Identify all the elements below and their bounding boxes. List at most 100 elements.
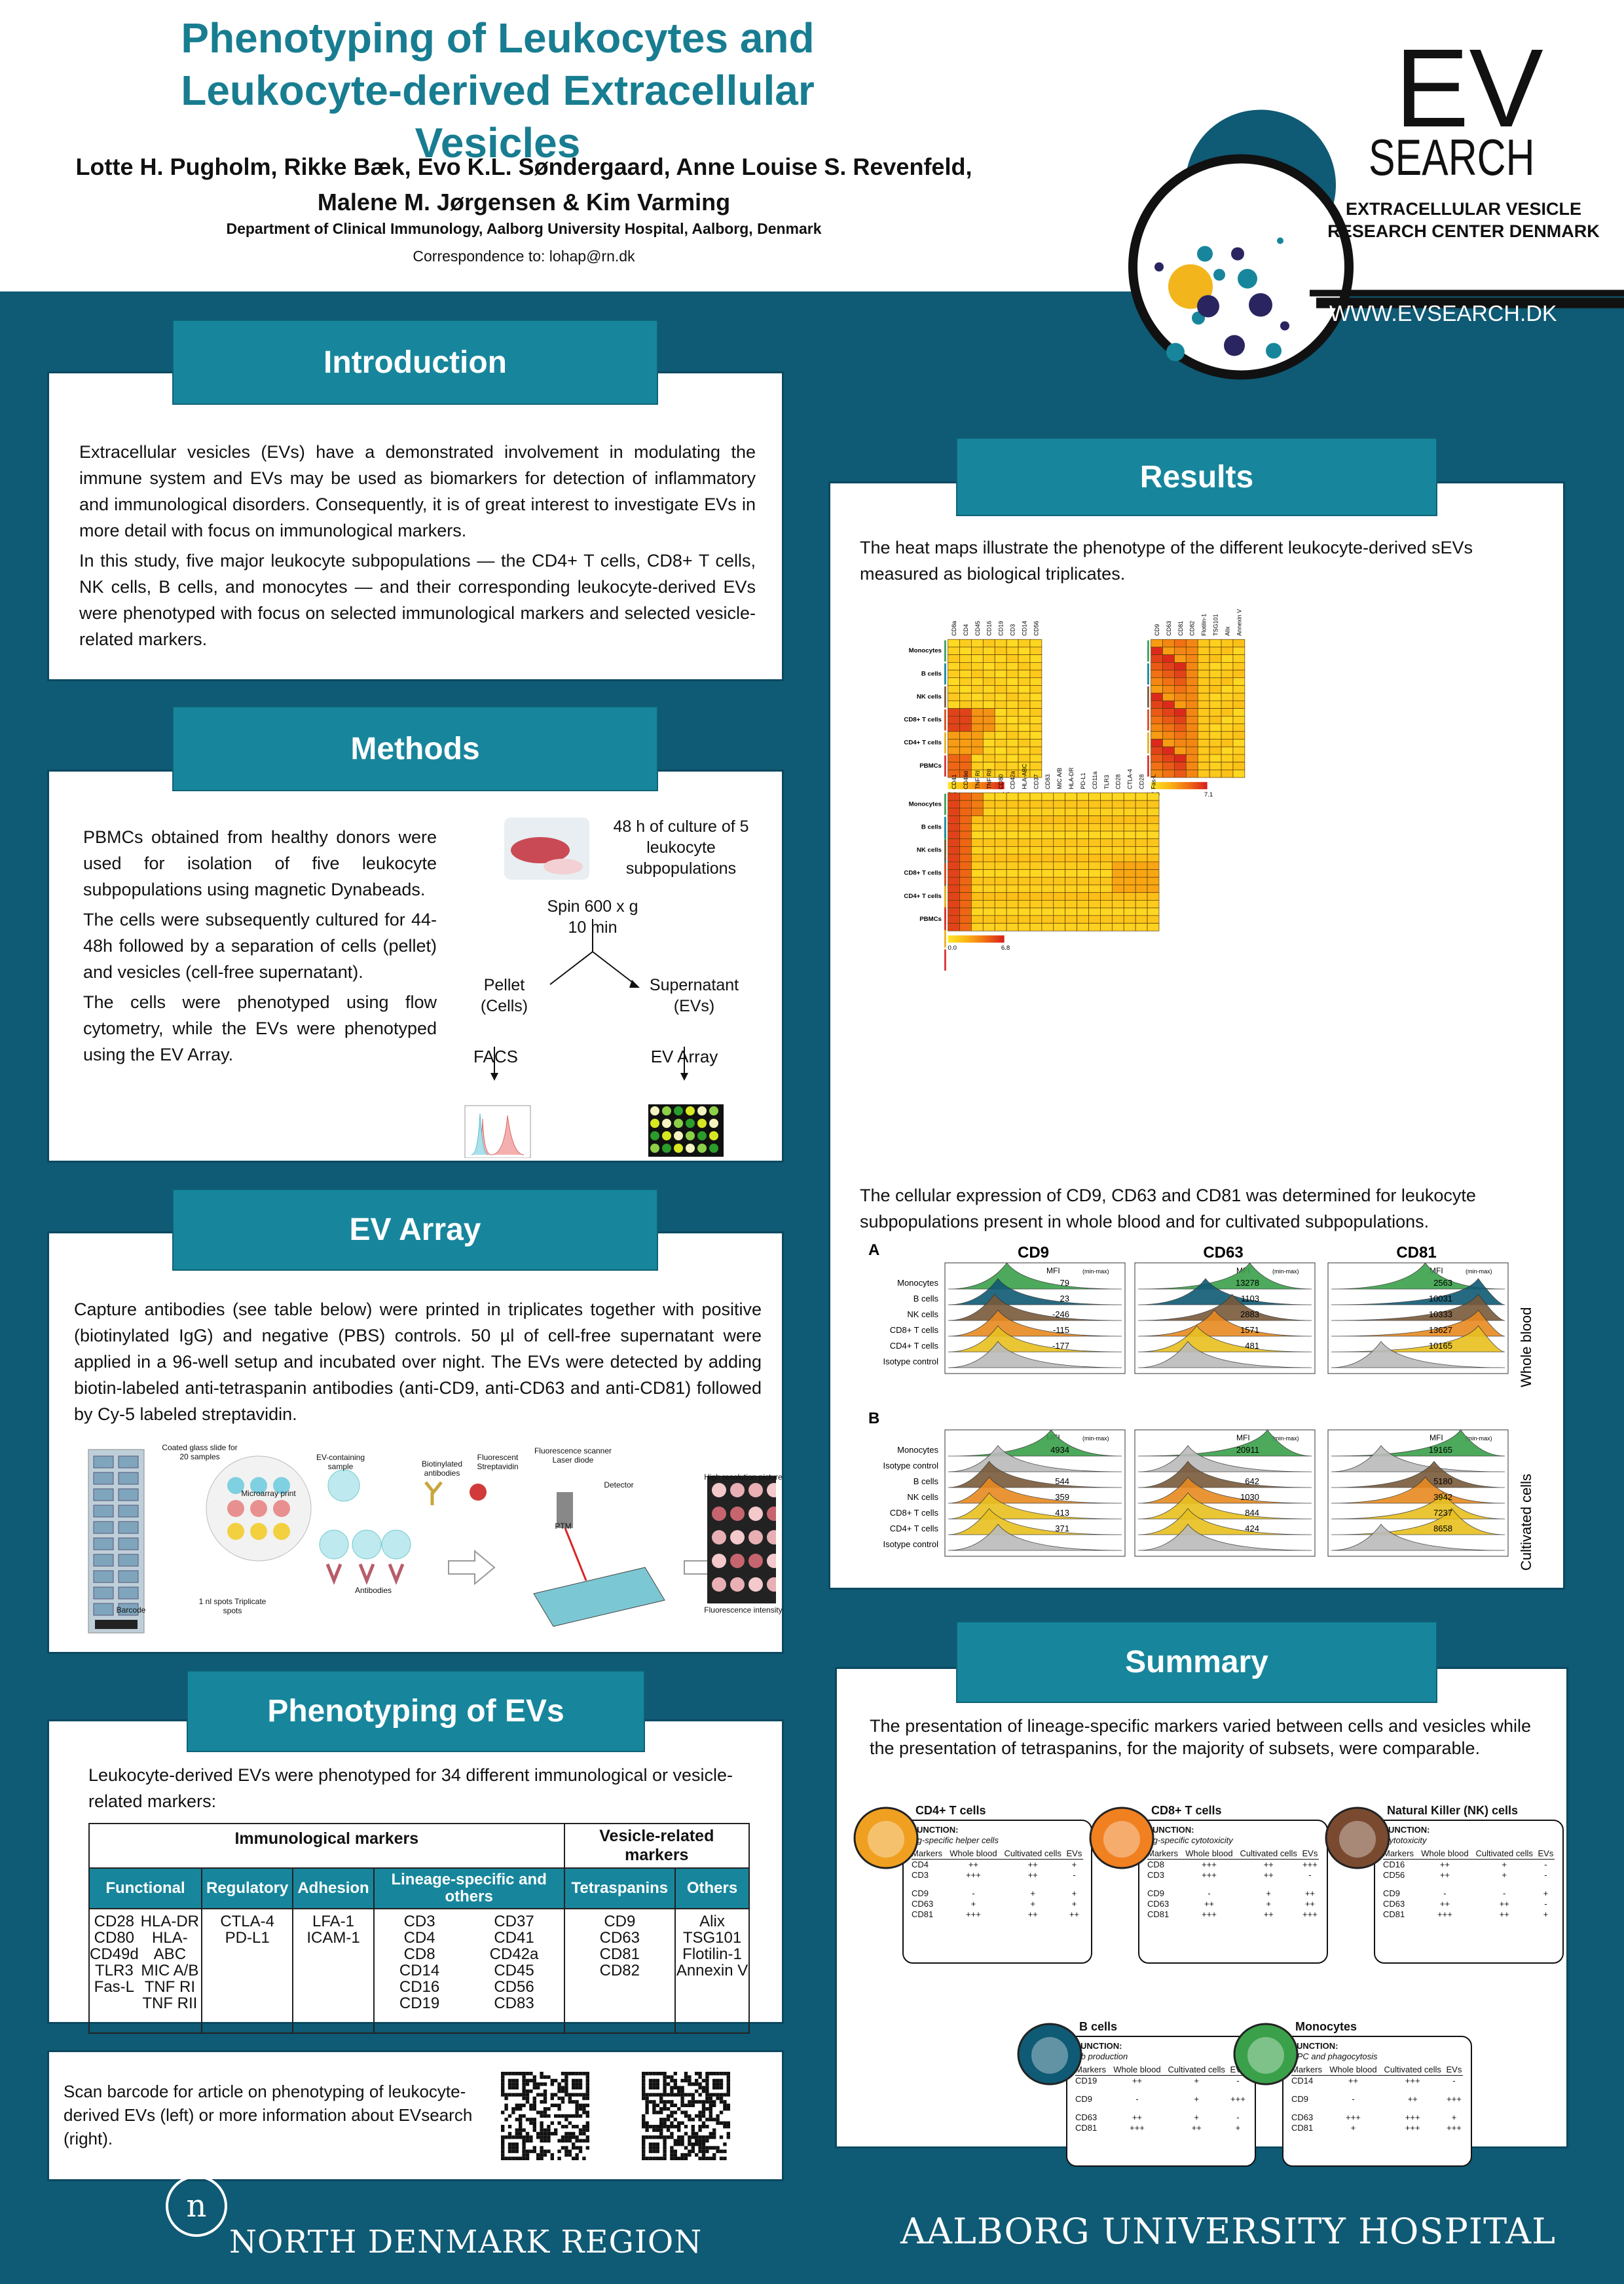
heatmap-cell: [1135, 900, 1148, 908]
heatmap-cell: [994, 923, 1007, 931]
heatmap-cell: [1053, 900, 1066, 908]
heatmap-cell: [1041, 831, 1054, 840]
flow-marker-header: CD9: [1018, 1244, 1049, 1262]
qr-module: [705, 2086, 709, 2089]
qr-module: [522, 2139, 526, 2143]
cell-icon: [1089, 1807, 1154, 1869]
heatmap-cell: [1029, 838, 1043, 847]
heatmap-cell: [1018, 700, 1031, 709]
qr-module: [501, 2110, 505, 2114]
array-dot: [662, 1106, 671, 1115]
heatmap-cell: [1018, 746, 1031, 755]
heatmap-cell: [1151, 708, 1163, 717]
heatmap-cell: [1147, 808, 1160, 816]
qr-module: [519, 2131, 523, 2136]
slide-well: [93, 1537, 114, 1550]
marker-cell: CD9: [1075, 2094, 1093, 2104]
qr-module: [642, 2153, 646, 2157]
panel-a-label: A: [868, 1243, 879, 1259]
qr-module: [568, 2131, 572, 2136]
qr-module: [716, 2093, 720, 2097]
qr-module: [712, 2131, 716, 2136]
qr-module: [504, 2107, 508, 2111]
qr-module: [652, 2093, 656, 2097]
heatmap-cell: [1197, 762, 1210, 770]
qr-module: [575, 2114, 579, 2118]
heatmap-cell: [1123, 831, 1136, 840]
heatmap-cell: [1006, 754, 1019, 762]
marker-cell: ++: [1027, 1909, 1038, 1919]
qr-module: [677, 2139, 681, 2143]
flow-row-label: Monocytes: [897, 1278, 938, 1288]
heatmap-cell: [1162, 739, 1175, 747]
array-dot: [674, 1106, 683, 1115]
heatmap-cell: [1232, 654, 1246, 663]
qr-module: [709, 2114, 712, 2118]
hires-spot: [730, 1483, 745, 1497]
heatmap-cell: [948, 831, 960, 840]
heatmap-cell: [1123, 907, 1136, 916]
methods-paragraph-1: PBMCs obtained from healthy donors were …: [83, 827, 437, 899]
heatmap-cell: [1135, 831, 1148, 840]
qr-module: [666, 2075, 671, 2079]
qr-module: [723, 2156, 727, 2160]
qr-module: [564, 2135, 568, 2139]
poster-title: Phenotyping of Leukocytes and Leukocyte-…: [181, 14, 815, 166]
qr-module: [507, 2143, 512, 2146]
heatmap-cell: [1197, 723, 1210, 732]
col-others: Others: [674, 1867, 750, 1909]
qr-module: [673, 2143, 677, 2146]
qr-module: [695, 2131, 699, 2136]
function-label: FUNCTION:: [1383, 1825, 1430, 1835]
qr-module: [642, 2093, 646, 2097]
heatmap-cell: [1065, 861, 1077, 870]
qr-module: [648, 2125, 653, 2129]
marker-cell: +: [1030, 1899, 1035, 1909]
heatmap-cell: [1018, 646, 1031, 655]
heatmap-cell: [1185, 762, 1198, 770]
heatmap-col-label: PD-L1: [1080, 773, 1086, 789]
qr-module: [726, 2072, 730, 2076]
heatmap-cell: [959, 846, 972, 855]
heatmap-cell: [1029, 923, 1043, 931]
qr-module: [670, 2089, 674, 2093]
qr-module: [652, 2100, 656, 2104]
heatmap-col-label: CD19: [998, 621, 1005, 636]
heatmap-cell: [1065, 800, 1077, 809]
logo-url[interactable]: WWW.EVSEARCH.DK: [1329, 301, 1557, 326]
heatmap-cell: [1185, 662, 1198, 671]
qr-module: [712, 2078, 716, 2083]
svg-text:n: n: [187, 2188, 207, 2224]
marker-cell: +++: [1202, 1860, 1217, 1869]
qr-code-evsearch[interactable]: [642, 2072, 730, 2160]
heatmap-col-label: CD81: [1177, 621, 1184, 636]
qr-module: [575, 2146, 579, 2150]
qr-module: [585, 2086, 589, 2089]
heatmap-cell: [948, 739, 960, 747]
qr-module: [709, 2072, 712, 2076]
heatmap-cell: [1111, 923, 1124, 931]
qr-module: [705, 2139, 709, 2143]
qr-code-article[interactable]: [501, 2072, 593, 2163]
marker-cell: CD3: [1147, 1870, 1165, 1880]
heatmap-cell: [1151, 639, 1163, 648]
heatmap-cell: [1123, 853, 1136, 863]
heatmap-row-label: CD4+ T cells: [904, 739, 942, 747]
hires-spot: [767, 1483, 776, 1497]
qr-module: [578, 2139, 583, 2143]
heatmap-cell: [1162, 646, 1175, 655]
heatmap-cell: [1018, 662, 1031, 671]
qr-module: [532, 2103, 536, 2107]
heatmap-cell: [1232, 669, 1246, 679]
heatmap-cell: [1147, 915, 1160, 924]
array-dot: [697, 1144, 707, 1153]
heatmap-cell: [1232, 662, 1246, 671]
marker-cell: +++: [966, 1870, 981, 1880]
heatmap-cell: [1123, 900, 1136, 908]
heatmap-col-label: TLR3: [1103, 775, 1110, 789]
qr-module: [575, 2110, 579, 2114]
marker-cell: ++: [1499, 1909, 1509, 1919]
heatmap-cell: [1006, 853, 1019, 863]
heatmap-cell: [1232, 769, 1246, 778]
qr-module: [557, 2114, 561, 2118]
